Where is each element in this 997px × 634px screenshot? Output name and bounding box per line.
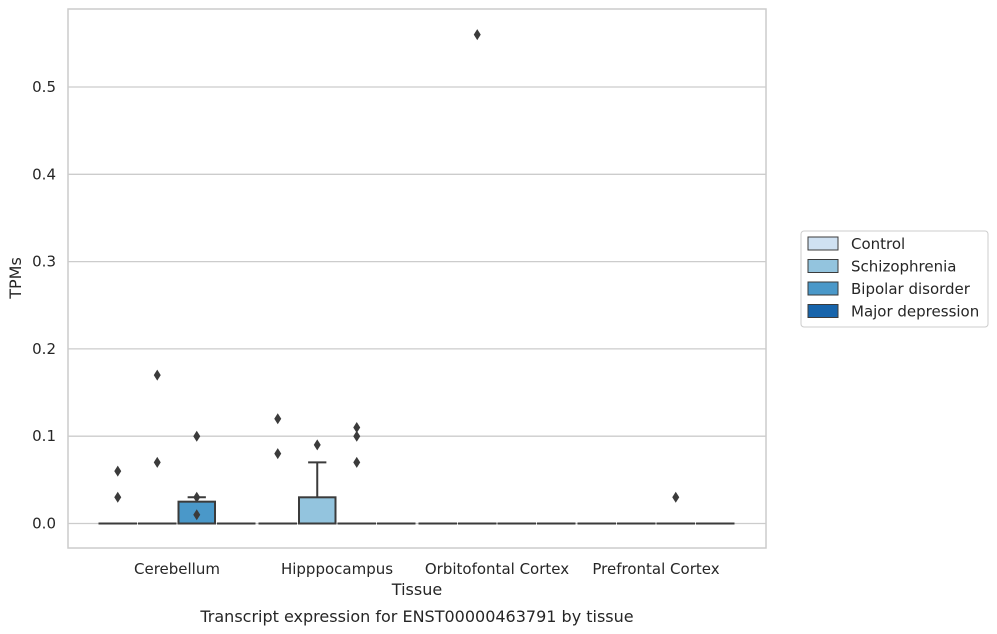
legend-frame — [800, 230, 989, 328]
legend-label: Schizophrenia — [851, 258, 956, 276]
legend-label: Control — [851, 235, 905, 253]
y-tick-label: 0.5 — [32, 78, 56, 96]
outlier-point — [193, 430, 201, 442]
outlier-point — [313, 439, 321, 451]
legend: Control Schizophrenia Bipolar disorder Majo… — [800, 230, 989, 328]
outlier-point — [114, 491, 122, 503]
plot-frame — [67, 8, 767, 549]
outlier-point — [153, 369, 161, 381]
boxes — [98, 461, 735, 525]
chart-caption: Transcript expression for ENST0000046379… — [199, 607, 633, 626]
x-tick-label: Prefrontal Cortex — [592, 560, 719, 578]
grid-lines — [68, 86, 766, 525]
outlier-point — [353, 430, 361, 442]
y-tick-label: 0.3 — [32, 253, 56, 271]
legend-label: Major depression — [851, 303, 979, 321]
y-tick-label: 0.2 — [32, 340, 56, 358]
outlier-point — [353, 421, 361, 433]
x-axis-ticks: Cerebellum Hipppocampus Orbitofontal Corte… — [134, 560, 720, 578]
x-tick-label: Cerebellum — [134, 560, 220, 578]
y-axis-label: TPMs — [6, 257, 25, 300]
x-tick-label: Orbitofontal Cortex — [425, 560, 569, 578]
outlier-point — [193, 509, 201, 521]
y-tick-label: 0.1 — [32, 427, 56, 445]
outlier-point — [274, 413, 282, 425]
legend-swatch — [807, 281, 839, 296]
x-tick-label: Hipppocampus — [281, 560, 393, 578]
y-axis-ticks: 0.0 0.1 0.2 0.3 0.4 0.5 — [32, 78, 56, 533]
outlier-point — [672, 491, 680, 503]
box-schizophrenia — [298, 461, 337, 525]
outliers — [114, 29, 680, 521]
y-tick-label: 0.0 — [32, 515, 56, 533]
outlier-point — [153, 456, 161, 468]
outlier-point — [353, 456, 361, 468]
x-axis-label: Tissue — [391, 580, 442, 599]
outlier-point — [193, 491, 201, 503]
legend-label: Bipolar disorder — [851, 280, 971, 298]
outlier-point — [114, 465, 122, 477]
box-body — [298, 496, 337, 525]
y-tick-label: 0.4 — [32, 165, 56, 183]
legend-swatch — [807, 236, 839, 251]
outlier-point — [473, 29, 481, 41]
legend-swatch — [807, 259, 839, 273]
outlier-point — [274, 448, 282, 460]
legend-swatch — [807, 304, 839, 318]
